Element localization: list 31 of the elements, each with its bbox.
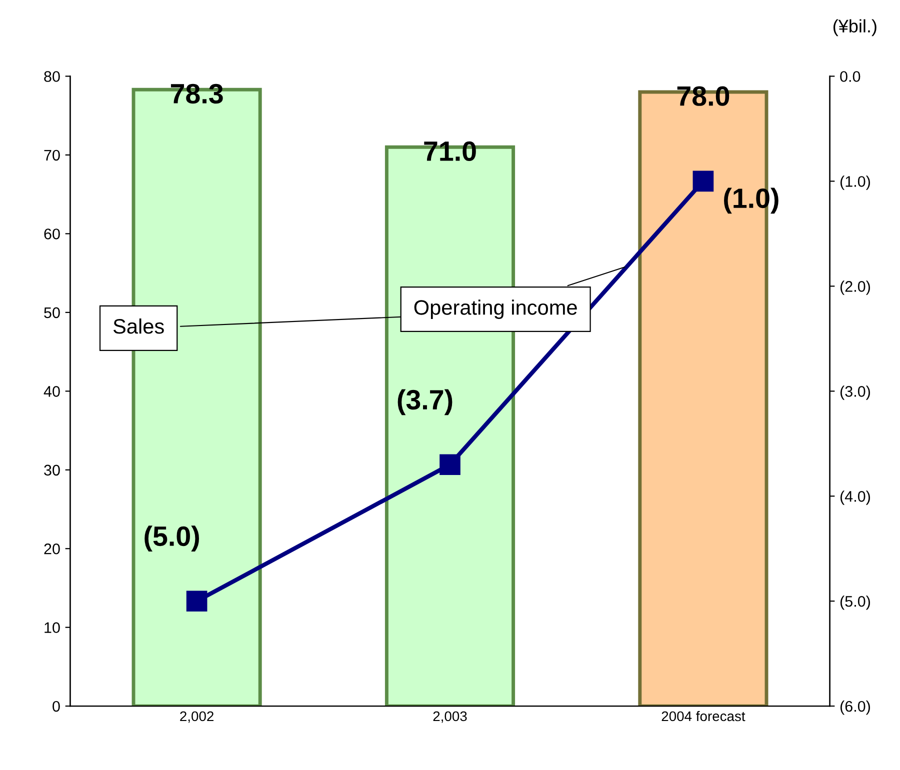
y-tick-label: 40 xyxy=(44,386,60,397)
y-tick-label: 80 xyxy=(44,71,60,82)
series-label: Operating income xyxy=(414,300,577,319)
y2-tick-label: (3.0) xyxy=(840,386,870,400)
data-label: 78.0 xyxy=(677,86,730,106)
x-tick-label: 2,002 xyxy=(180,711,214,723)
y2-tick-label: 0.0 xyxy=(840,71,860,82)
point xyxy=(692,170,714,192)
y2-tick-label: (6.0) xyxy=(840,700,870,715)
y2-tick-label: (1.0) xyxy=(840,176,870,190)
point xyxy=(186,590,208,612)
y2-tick-label: (2.0) xyxy=(840,280,870,295)
y-tick-label: 50 xyxy=(44,307,60,318)
point xyxy=(440,454,460,476)
text: (¥bil.) xyxy=(833,19,876,36)
data-label: (5.0) xyxy=(144,526,199,552)
x-tick-label: 2,003 xyxy=(433,711,467,723)
y2-tick-label: (5.0) xyxy=(840,596,870,610)
data-label: (3.7) xyxy=(398,389,452,416)
y-tick-label: 10 xyxy=(44,622,60,634)
y-tick-label: 0 xyxy=(52,700,60,712)
y-tick-label: 20 xyxy=(44,543,60,554)
data-label: 78.3 xyxy=(170,84,223,104)
data-label: (1.0) xyxy=(724,188,778,214)
y2-tick-label: (4.0) xyxy=(840,490,870,505)
data-label: 71.0 xyxy=(424,141,476,162)
y-tick-label: 60 xyxy=(44,228,60,240)
series-label: Sales xyxy=(113,318,164,334)
y-tick-label: 70 xyxy=(44,150,60,161)
x-tick-label: 2004 forecast xyxy=(662,710,746,722)
y-tick-label: 30 xyxy=(44,464,60,476)
